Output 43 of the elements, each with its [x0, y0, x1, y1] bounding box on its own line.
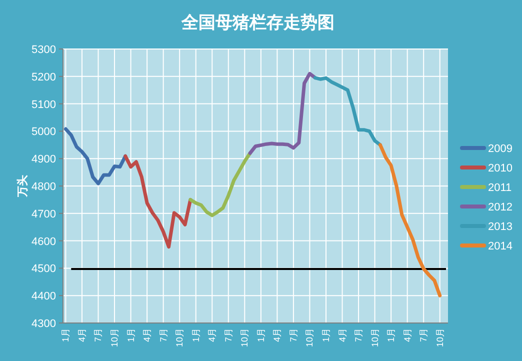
x-tick-label: 7月	[158, 328, 168, 342]
x-tick-label: 10月	[110, 328, 120, 348]
x-tick-label: 1月	[320, 328, 331, 342]
x-tick-label: 7月	[93, 328, 104, 342]
x-tick-label: 10月	[304, 328, 315, 348]
x-tick-label: 4月	[76, 328, 87, 342]
y-tick-label: 4800	[32, 181, 56, 193]
legend-label: 2009	[488, 143, 512, 155]
y-tick-label: 4300	[32, 318, 56, 330]
x-tick-label: 1月	[190, 328, 201, 342]
x-tick-label: 7月	[223, 328, 234, 342]
x-tick-label: 4月	[402, 328, 412, 342]
y-tick-label: 4900	[32, 154, 56, 166]
chart-title: 全国母猪栏存走势图	[180, 13, 334, 32]
x-tick-label: 7月	[418, 328, 429, 342]
y-tick-label: 4400	[32, 290, 56, 303]
y-tick-label: 4700	[32, 208, 56, 220]
x-tick-label: 1月	[256, 328, 266, 342]
x-tick-label: 4月	[272, 328, 282, 342]
x-tick-label: 4月	[337, 328, 348, 342]
legend-label: 2012	[488, 202, 512, 214]
x-tick-label: 10月	[174, 328, 185, 348]
x-tick-label: 7月	[354, 328, 364, 342]
y-tick-label: 5300	[32, 44, 56, 56]
x-tick-label: 10月	[370, 328, 380, 348]
x-tick-label: 7月	[288, 328, 298, 342]
x-tick-label: 1月	[386, 328, 396, 342]
x-tick-label: 1月	[60, 328, 71, 342]
legend-label: 2014	[488, 240, 512, 252]
x-tick-label: 1月	[126, 328, 136, 342]
legend-label: 2011	[488, 182, 512, 194]
legend-label: 2010	[488, 162, 512, 174]
x-tick-label: 10月	[434, 328, 445, 348]
legend-label: 2013	[488, 221, 512, 233]
y-tick-label: 5100	[32, 98, 56, 111]
y-tick-label: 5000	[32, 126, 56, 138]
y-tick-label: 4600	[32, 236, 56, 248]
x-tick-label: 4月	[207, 328, 218, 342]
x-tick-label: 4月	[142, 328, 152, 342]
y-axis-title: 万头	[16, 175, 29, 198]
y-tick-label: 4500	[32, 263, 56, 276]
x-tick-label: 10月	[240, 328, 250, 348]
y-tick-label: 5200	[32, 71, 56, 84]
